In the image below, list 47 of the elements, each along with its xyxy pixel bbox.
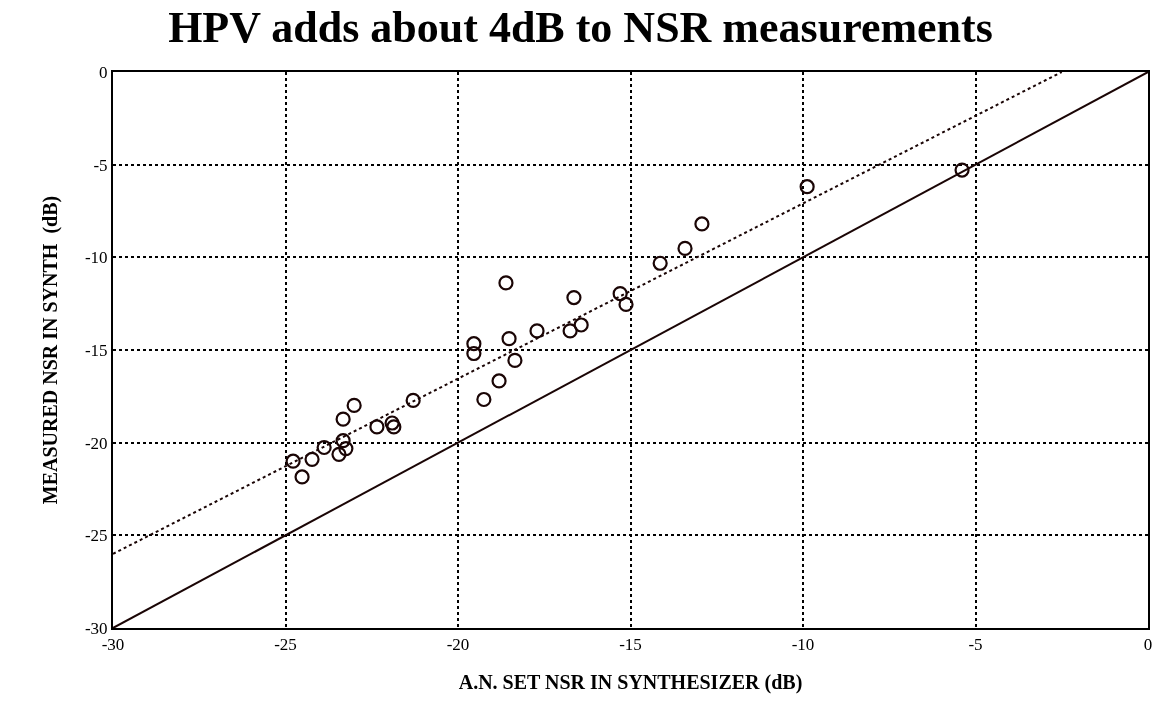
point	[346, 397, 362, 413]
point	[501, 331, 517, 347]
point	[507, 352, 523, 368]
y-tick-label: -20	[84, 433, 108, 453]
point	[466, 345, 482, 362]
point	[331, 446, 347, 462]
point	[369, 419, 385, 435]
point	[316, 439, 332, 456]
chart-title: HPV adds about 4dB to NSR measurements	[168, 2, 993, 52]
point	[573, 317, 589, 333]
x-tick-label: -25	[274, 635, 297, 655]
point	[491, 373, 507, 389]
y-tick-label: 0	[99, 62, 108, 82]
y-tick-label: -25	[84, 526, 108, 546]
point	[799, 179, 815, 195]
point	[384, 415, 400, 431]
point	[466, 336, 482, 352]
x-tick-label: -10	[791, 635, 815, 655]
point	[304, 451, 320, 467]
point	[285, 453, 301, 469]
y-tick-label: -30	[84, 618, 108, 638]
point	[566, 289, 582, 306]
x-axis-title: A.N. SET NSR IN SYNTHESIZER (dB)	[458, 671, 803, 695]
point	[694, 216, 710, 232]
y-tick-label: -5	[93, 155, 108, 175]
x-tick-label: 0	[1143, 635, 1153, 655]
point	[618, 296, 634, 312]
point	[335, 433, 351, 449]
point	[476, 391, 492, 408]
point	[294, 469, 310, 485]
point	[529, 323, 545, 339]
point	[338, 441, 354, 457]
x-tick-label: -20	[446, 635, 470, 655]
point	[386, 419, 402, 435]
y-tick-label: -10	[84, 248, 108, 268]
point	[954, 162, 970, 178]
x-tick-label: -15	[619, 635, 642, 655]
point	[677, 240, 693, 257]
point	[652, 255, 668, 271]
point	[405, 392, 421, 408]
y-tick-label: -15	[84, 340, 108, 360]
y-axis-title: MEASURED NSR IN SYNTH (dB)	[38, 195, 62, 505]
point	[562, 323, 578, 339]
x-tick-label: -5	[968, 635, 983, 655]
point	[498, 275, 514, 291]
point	[612, 286, 628, 302]
point	[335, 411, 351, 427]
